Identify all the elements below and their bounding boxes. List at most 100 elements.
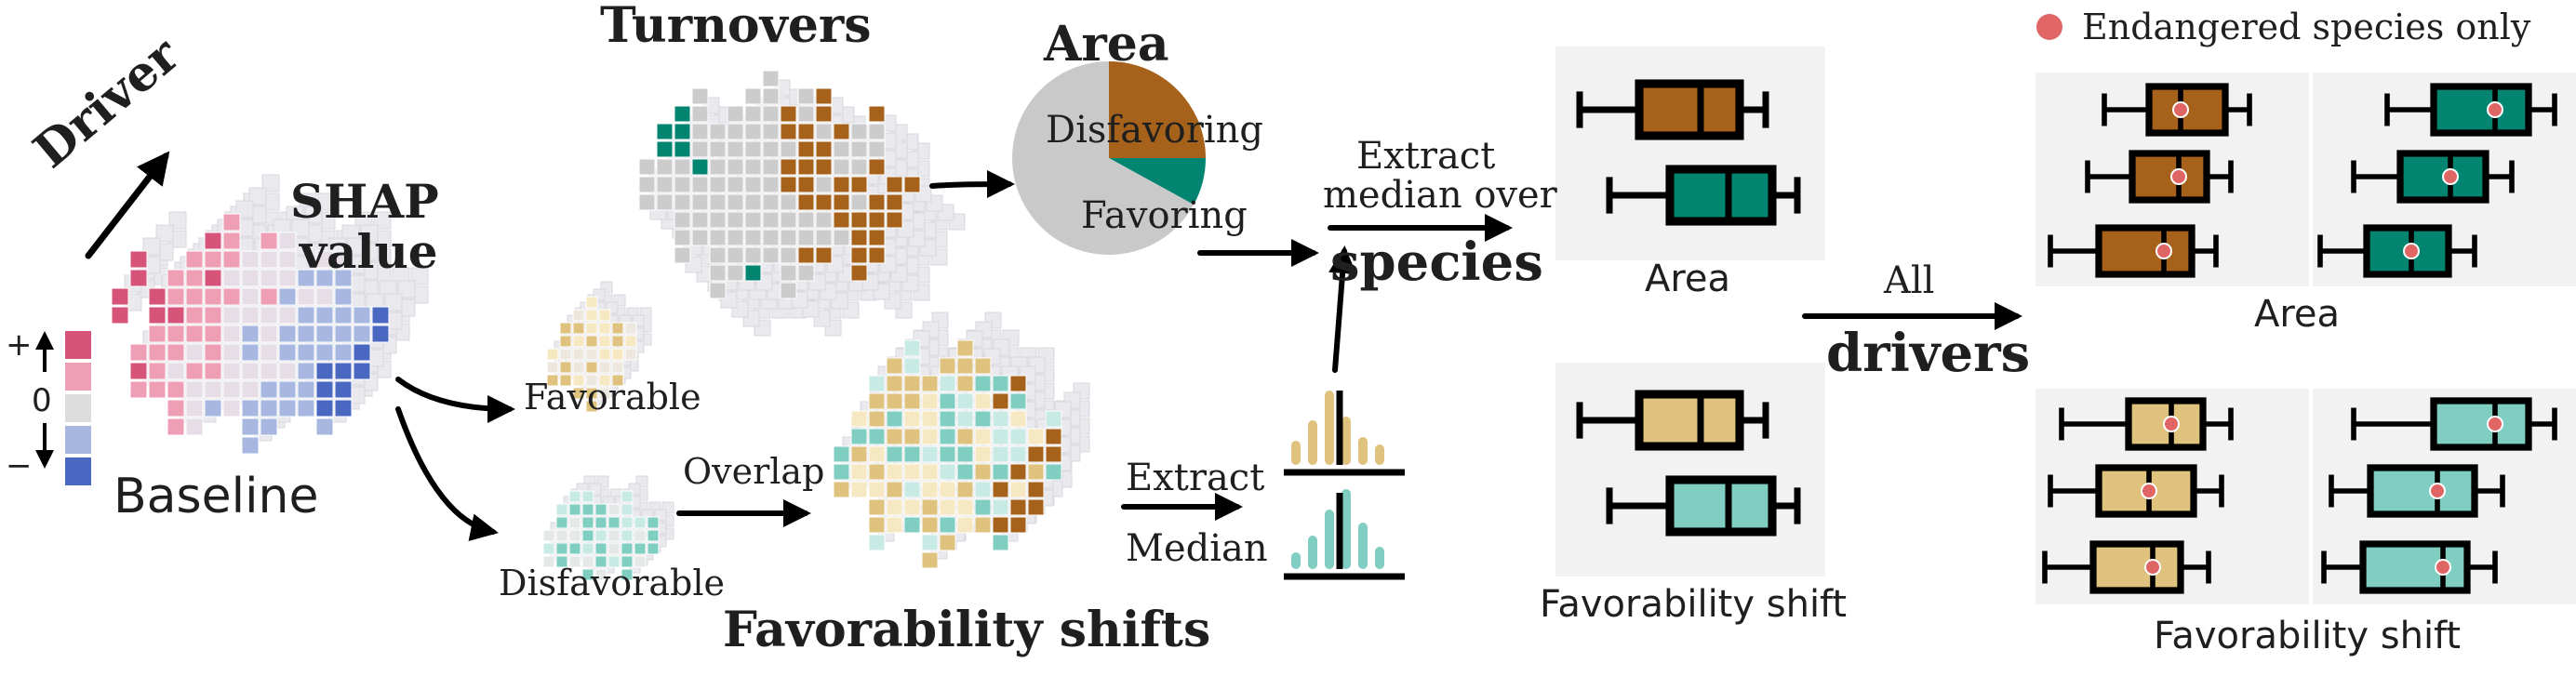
- baseline-cell: [148, 380, 167, 399]
- turnovers-cell: [727, 140, 744, 158]
- turnovers-cell: [674, 229, 691, 246]
- baseline-cell: [334, 399, 353, 418]
- favorable-cell: [572, 374, 585, 387]
- overlap-cell: [921, 392, 939, 410]
- overlap-cell: [974, 428, 992, 445]
- favorable-cell: [585, 361, 598, 374]
- overlap-cell: [1009, 375, 1027, 392]
- turnovers-cell: [868, 246, 886, 264]
- overlap-cell: [992, 428, 1009, 445]
- favorable-cell: [559, 322, 572, 335]
- overlap-cell: [868, 516, 886, 534]
- baseline-cell: [371, 325, 390, 343]
- turnovers-cell: [727, 123, 744, 140]
- overlap-cell: [903, 339, 921, 357]
- median-label: Median: [1126, 527, 1268, 570]
- disfavorable-cell: [647, 516, 660, 529]
- baseline-cell: [204, 306, 222, 325]
- disfavorable-cell: [594, 529, 607, 542]
- overlap-cell: [939, 481, 956, 498]
- turnovers-map: [638, 70, 966, 337]
- baseline-cell: [278, 343, 297, 362]
- overlap-cell: [921, 481, 939, 498]
- disfavorable-cell: [581, 529, 594, 542]
- baseline-cell: [334, 343, 353, 362]
- baseline-cell: [111, 287, 129, 306]
- favorable-cell: [585, 335, 598, 348]
- baseline-cell: [371, 306, 390, 325]
- favorable-cell: [546, 348, 559, 361]
- turnovers-cell: [797, 193, 815, 211]
- turnovers-cell: [638, 193, 656, 211]
- baseline-cell: [297, 287, 315, 306]
- disfavorable-cell: [568, 490, 581, 503]
- overlap-cell: [903, 498, 921, 516]
- turnovers-cell: [868, 140, 886, 158]
- baseline-cell: [185, 418, 204, 436]
- baseline-cell: [315, 306, 334, 325]
- baseline-cell: [260, 362, 278, 380]
- turnovers-cell: [850, 176, 868, 193]
- turnovers-cell: [762, 193, 780, 211]
- baseline-cell: [353, 362, 371, 380]
- overlap-cell: [992, 375, 1009, 392]
- overlap-cell: [921, 375, 939, 392]
- baseline-cell: [204, 343, 222, 362]
- overlap-cell: [992, 481, 1009, 498]
- disfavorable-cell: [581, 503, 594, 516]
- turnovers-cell: [656, 193, 674, 211]
- favorable-map: [546, 281, 652, 413]
- turnovers-cell: [691, 105, 709, 123]
- turnovers-cell: [727, 246, 744, 264]
- turnovers-cell: [709, 193, 727, 211]
- histogram-bar-teal: [1375, 547, 1384, 569]
- baseline-cell: [167, 306, 185, 325]
- overlap-cell: [921, 445, 939, 463]
- overlap-cell: [939, 410, 956, 428]
- baseline-cell: [185, 362, 204, 380]
- turnovers-cell: [797, 211, 815, 229]
- turnovers-cell: [674, 123, 691, 140]
- turnovers-cell: [815, 246, 833, 264]
- turnovers-cell: [780, 123, 797, 140]
- overlap-cell: [939, 498, 956, 516]
- baseline-cell: [297, 399, 315, 418]
- overlap-cell: [1027, 463, 1045, 481]
- baseline-cell: [260, 250, 278, 269]
- overlap-cell: [956, 481, 974, 498]
- baseline-cell: [297, 325, 315, 343]
- turnovers-cell: [850, 123, 868, 140]
- baseline-cell: [353, 306, 371, 325]
- turnovers-cell: [833, 158, 850, 176]
- baseline-cell: [260, 232, 278, 250]
- turnovers-cell: [691, 176, 709, 193]
- baseline-cell: [204, 250, 222, 269]
- boxplot-box: [2430, 83, 2532, 137]
- turnovers-cell: [709, 176, 727, 193]
- flow-arrow: [929, 170, 1015, 199]
- overlap-cell: [886, 357, 903, 375]
- overlap-cell: [850, 481, 868, 498]
- turnovers-cell: [797, 264, 815, 282]
- disfavorable-cell: [568, 516, 581, 529]
- boxplots: [1555, 46, 2576, 604]
- favorable-cell: [585, 309, 598, 322]
- disfavorable-cell: [594, 555, 607, 568]
- turnovers-cell: [815, 158, 833, 176]
- disfavorable-cell: [581, 555, 594, 568]
- disfavorable-cell: [568, 542, 581, 555]
- baseline-cell: [278, 250, 297, 269]
- turnovers-cell: [762, 123, 780, 140]
- turnovers-cell: [744, 87, 762, 105]
- overlap-cell: [868, 392, 886, 410]
- boxplot-box: [1665, 475, 1777, 537]
- shap-value-title-line1: SHAP: [290, 174, 439, 229]
- favorability-shift-map: [833, 311, 1090, 569]
- overlap-cell: [974, 392, 992, 410]
- turnovers-cell: [780, 282, 797, 299]
- baseline-cell: [278, 287, 297, 306]
- overlap-cell: [956, 339, 974, 357]
- turnovers-cell: [815, 123, 833, 140]
- turnovers-cell: [656, 123, 674, 140]
- favorable-cell: [611, 348, 624, 361]
